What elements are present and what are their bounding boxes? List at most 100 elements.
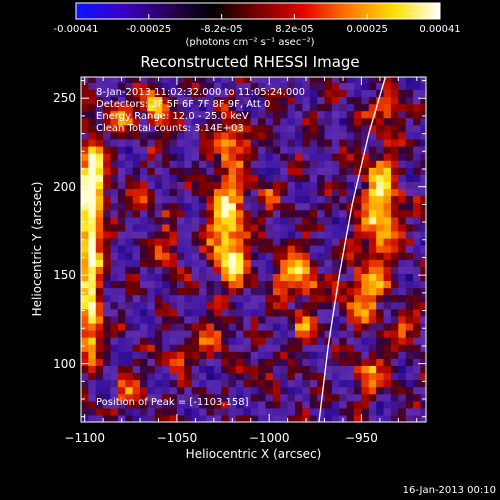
- heatmap-cell: [280, 117, 289, 126]
- heatmap-cell: [324, 379, 333, 388]
- heatmap-cell: [280, 188, 289, 197]
- heatmap-cell: [191, 181, 200, 190]
- heatmap-cell: [258, 315, 267, 324]
- heatmap-cell: [147, 393, 156, 402]
- heatmap-cell: [287, 77, 296, 83]
- heatmap-cell: [213, 77, 222, 83]
- heatmap-cell: [228, 351, 237, 359]
- heatmap-cell: [250, 266, 259, 274]
- heatmap-cell: [243, 266, 252, 274]
- heatmap-cell: [354, 188, 363, 197]
- heatmap-cell: [154, 110, 163, 119]
- heatmap-cell: [405, 77, 414, 83]
- heatmap-cell: [398, 174, 407, 182]
- heatmap-cell: [140, 138, 149, 147]
- heatmap-cell: [176, 174, 185, 182]
- heatmap-cell: [191, 322, 200, 331]
- heatmap-cell: [324, 103, 333, 112]
- heatmap-cell: [243, 160, 252, 168]
- heatmap-cell: [280, 322, 289, 331]
- heatmap-cell: [221, 117, 230, 126]
- heatmap-cell: [81, 358, 89, 366]
- heatmap-cell: [147, 209, 156, 218]
- heatmap-cell: [405, 223, 414, 232]
- heatmap-cell: [228, 358, 237, 366]
- heatmap-cell: [206, 301, 215, 310]
- heatmap-cell: [420, 77, 426, 83]
- heatmap-cell: [339, 280, 348, 289]
- heatmap-cell: [88, 414, 97, 422]
- heatmap-cell: [324, 322, 333, 331]
- heatmap-cell: [258, 252, 267, 260]
- heatmap-cell: [280, 160, 289, 168]
- heatmap-cell: [331, 379, 340, 388]
- heatmap-cell: [324, 110, 333, 119]
- heatmap-cell: [88, 174, 97, 182]
- heatmap-cell: [243, 230, 252, 239]
- heatmap-cell: [191, 223, 200, 232]
- heatmap-cell: [361, 287, 370, 296]
- heatmap-cell: [95, 308, 104, 317]
- heatmap-cell: [243, 96, 252, 105]
- heatmap-cell: [147, 146, 156, 154]
- heatmap-cell: [376, 344, 385, 352]
- heatmap-cell: [265, 138, 274, 147]
- heatmap-cell: [302, 110, 311, 119]
- heatmap-cell: [132, 209, 141, 218]
- heatmap-cell: [258, 379, 267, 388]
- heatmap-cell: [331, 287, 340, 296]
- heatmap-cell: [213, 103, 222, 112]
- heatmap-cell: [309, 181, 318, 190]
- heatmap-cell: [125, 259, 134, 267]
- heatmap-cell: [420, 131, 426, 140]
- heatmap-cell: [228, 230, 237, 239]
- heatmap-cell: [398, 414, 407, 422]
- heatmap-cell: [176, 153, 185, 161]
- heatmap-cell: [103, 160, 112, 168]
- heatmap-cell: [81, 82, 89, 90]
- heatmap-cell: [272, 117, 281, 126]
- heatmap-cell: [184, 181, 193, 190]
- heatmap-cell: [117, 315, 126, 324]
- heatmap-cell: [420, 252, 426, 260]
- heatmap-cell: [324, 117, 333, 126]
- heatmap-cell: [132, 407, 141, 416]
- heatmap-cell: [206, 344, 215, 352]
- heatmap-cell: [110, 379, 119, 388]
- heatmap-cell: [287, 400, 296, 409]
- heatmap-cell: [272, 407, 281, 416]
- heatmap-cell: [176, 379, 185, 388]
- heatmap-cell: [302, 117, 311, 126]
- heatmap-cell: [368, 393, 377, 402]
- heatmap-cell: [117, 181, 126, 190]
- heatmap-cell: [354, 400, 363, 409]
- heatmap-cell: [302, 379, 311, 388]
- heatmap-cell: [140, 400, 149, 409]
- heatmap-cell: [110, 131, 119, 140]
- heatmap-cell: [81, 89, 89, 98]
- heatmap-cell: [287, 181, 296, 190]
- heatmap-cell: [339, 407, 348, 416]
- heatmap-cell: [243, 117, 252, 126]
- heatmap-cell: [176, 96, 185, 105]
- heatmap-cell: [117, 124, 126, 133]
- heatmap-cell: [250, 230, 259, 239]
- heatmap-cell: [398, 315, 407, 324]
- heatmap-cell: [339, 294, 348, 303]
- heatmap-cell: [250, 344, 259, 352]
- heatmap-cell: [221, 294, 230, 303]
- heatmap-cell: [302, 223, 311, 232]
- heatmap-cell: [309, 82, 318, 90]
- heatmap-cell: [346, 400, 355, 409]
- heatmap-cell: [272, 195, 281, 204]
- heatmap-cell: [147, 195, 156, 204]
- heatmap-cell: [117, 358, 126, 366]
- heatmap-cell: [376, 110, 385, 119]
- heatmap-cell: [206, 195, 215, 204]
- heatmap-cell: [361, 365, 370, 374]
- heatmap-cell: [206, 287, 215, 296]
- heatmap-cell: [376, 188, 385, 197]
- heatmap-cell: [368, 167, 377, 175]
- heatmap-cell: [117, 407, 126, 416]
- heatmap-cell: [169, 96, 178, 105]
